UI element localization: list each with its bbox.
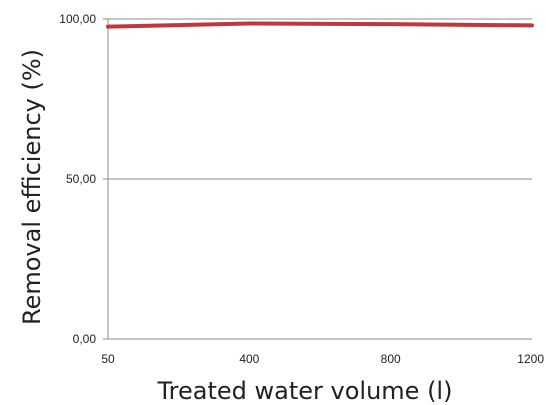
x-tick-label: 50 [101,352,115,366]
x-tick-label: 400 [239,352,259,366]
y-tick-label: 0,00 [73,332,97,346]
axes [103,18,532,340]
x-tick-label: 1200 [517,352,544,366]
x-tick-label: 800 [381,352,401,366]
y-axis-title: Removal efficiency (%) [18,49,46,325]
y-tick-label: 50,00 [66,172,96,186]
gridlines [108,18,532,180]
x-axis-title: Treated water volume (l) [157,377,453,405]
y-tick-label: 100,00 [59,12,96,26]
tick-labels: 0,00 50,00 100,00 50 400 800 1200 [59,12,544,366]
series-lines [106,21,534,29]
series-line [106,21,534,29]
